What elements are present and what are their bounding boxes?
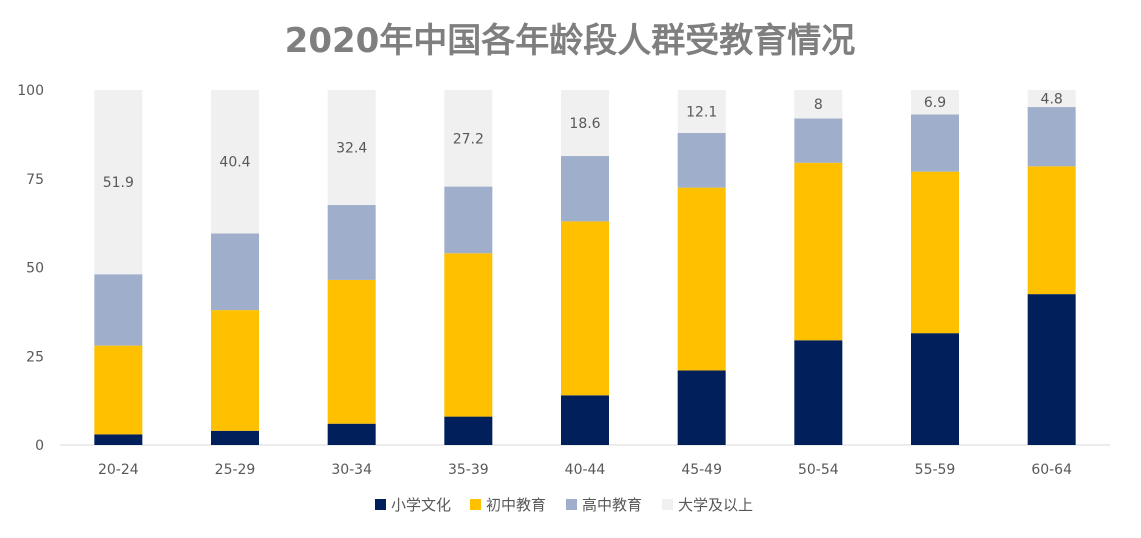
bar-segment	[211, 430, 259, 445]
bar-segment	[677, 132, 726, 188]
y-tick-label: 100	[17, 83, 44, 99]
data-label: 8	[814, 97, 823, 113]
x-tick-label: 35-39	[448, 462, 489, 478]
legend-label: 小学文化	[391, 496, 451, 514]
bar-segment	[794, 90, 843, 119]
bar-segment	[911, 114, 959, 172]
x-tick-label: 30-34	[331, 462, 372, 478]
bar-segment	[94, 434, 143, 445]
bar-segment	[677, 370, 726, 445]
bar-segment	[561, 90, 609, 157]
data-label: 18.6	[569, 116, 600, 132]
chart-title: 2020年中国各年龄段人群受教育情况	[285, 21, 856, 61]
data-label: 40.4	[219, 155, 250, 171]
bar-segment	[794, 340, 843, 445]
bar-segment	[444, 186, 493, 254]
data-labels: 51.9 40.4 32.4 27.2 18.6 12.1 8 6.9 4.8	[103, 92, 1063, 192]
data-label: 32.4	[336, 141, 367, 157]
bar-segment	[561, 156, 609, 222]
data-label: 51.9	[103, 175, 134, 191]
bar-segment	[911, 171, 959, 334]
bar-segment	[327, 205, 376, 280]
bar-segment	[794, 162, 843, 341]
bar-segment	[677, 90, 726, 133]
y-tick-label: 0	[35, 438, 44, 454]
x-axis-ticks: 20-24 25-29 30-34 35-39 40-44 45-49 50-54 55-59…	[98, 462, 1072, 478]
bars	[94, 90, 1076, 445]
y-tick-label: 50	[26, 261, 44, 277]
bar-segment	[1027, 90, 1076, 108]
bar-segment	[1027, 107, 1076, 167]
legend-swatch	[662, 499, 673, 510]
legend: 小学文化 初中教育 高中教育 大学及以上	[375, 496, 753, 514]
legend-label: 大学及以上	[678, 496, 753, 514]
data-label: 12.1	[686, 104, 717, 120]
bar-segment	[211, 310, 259, 431]
x-tick-label: 45-49	[681, 462, 722, 478]
legend-swatch	[470, 499, 481, 510]
data-label: 27.2	[453, 131, 484, 147]
bar-segment	[94, 274, 143, 346]
bar-segment	[1027, 294, 1076, 445]
x-tick-label: 40-44	[565, 462, 606, 478]
data-label: 6.9	[924, 95, 946, 111]
bar-segment	[327, 90, 376, 206]
legend-label: 高中教育	[582, 496, 642, 514]
bar-segment	[911, 333, 959, 445]
bar-segment	[561, 395, 609, 445]
data-label: 4.8	[1041, 92, 1063, 108]
bar-segment	[327, 279, 376, 424]
x-tick-label: 25-29	[215, 462, 256, 478]
x-tick-label: 55-59	[915, 462, 956, 478]
bar-segment	[211, 90, 259, 234]
x-tick-label: 20-24	[98, 462, 139, 478]
bar-segment	[94, 90, 143, 275]
bar-segment	[327, 423, 376, 445]
bar-segment	[444, 416, 493, 445]
x-tick-label: 50-54	[798, 462, 839, 478]
bar-segment	[1027, 166, 1076, 295]
bar-segment	[677, 187, 726, 371]
y-tick-label: 75	[26, 172, 44, 188]
bar-segment	[94, 345, 143, 435]
legend-swatch	[375, 499, 386, 510]
legend-swatch	[566, 499, 577, 510]
bar-segment	[794, 118, 843, 163]
y-axis-ticks: 0 25 50 75 100	[17, 83, 44, 454]
bar-segment	[561, 221, 609, 396]
bar-segment	[444, 253, 493, 417]
y-tick-label: 25	[26, 349, 44, 365]
x-tick-label: 60-64	[1031, 462, 1072, 478]
legend-label: 初中教育	[486, 496, 546, 514]
bar-segment	[444, 90, 493, 187]
bar-segment	[911, 90, 959, 115]
bar-segment	[211, 233, 259, 311]
